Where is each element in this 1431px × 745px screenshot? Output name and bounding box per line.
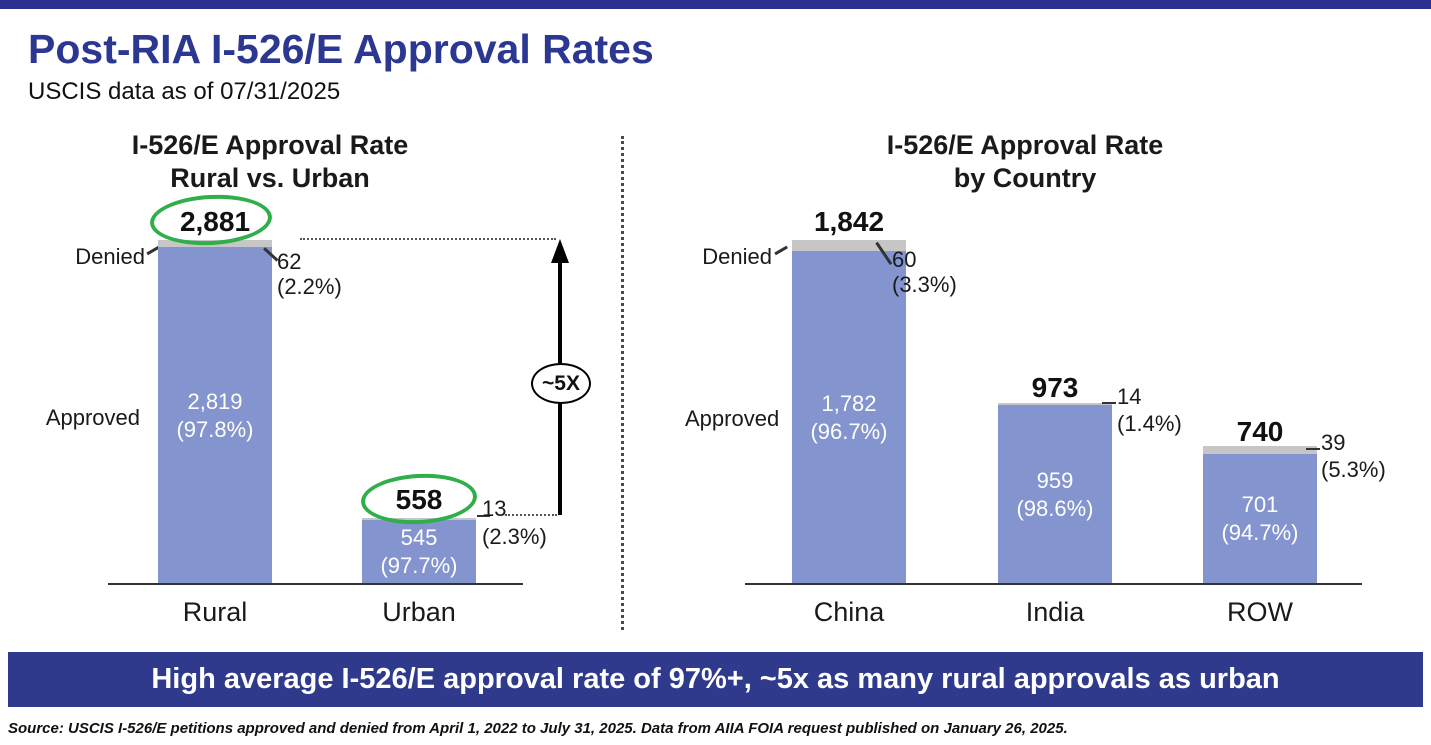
right-chart-title-line2: by Country	[953, 163, 1097, 193]
right-approved-label: Approved	[685, 406, 780, 431]
left-chart-title-line1: I-526/E Approval Rate	[131, 130, 409, 160]
india-denied-tick-line	[1102, 402, 1116, 404]
urban-total-label: 558	[395, 484, 443, 515]
rural-bar: 2,819 (97.8%)	[158, 240, 272, 585]
rural-denied-pct: (2.2%)	[277, 274, 342, 299]
category-label-row: ROW	[1227, 597, 1293, 627]
row-denied-pct: (5.3%)	[1321, 457, 1386, 482]
row-approved-pct: (94.7%)	[1221, 520, 1299, 546]
left-chart-title: I-526/E Approval Rate Rural vs. Urban	[70, 129, 470, 195]
row-approved-value: 701	[1241, 492, 1279, 518]
urban-denied-segment	[362, 518, 476, 520]
urban-level-dotted-line	[505, 514, 557, 516]
rural-denied-annotation: 62 (2.2%)	[277, 249, 342, 299]
rural-total-label: 2,881	[179, 206, 251, 237]
india-bar: 959 (98.6%)	[998, 402, 1112, 585]
china-approved-pct: (96.7%)	[810, 419, 888, 445]
urban-approved-pct: (97.7%)	[380, 553, 458, 579]
rural-denied-value: 62	[277, 249, 302, 274]
rural-approved-segment: 2,819 (97.8%)	[158, 247, 272, 585]
top-accent-bar	[0, 0, 1431, 9]
right-denied-label: Denied	[702, 244, 772, 269]
china-approved-value: 1,782	[821, 391, 877, 417]
urban-denied-annotation: 13 (2.3%)	[482, 496, 547, 549]
page-title: Post-RIA I-526/E Approval Rates	[28, 26, 654, 72]
page-subtitle: USCIS data as of 07/31/2025	[28, 78, 341, 105]
category-label-rural: Rural	[182, 597, 248, 627]
right-chart-title-line1: I-526/E Approval Rate	[886, 130, 1164, 160]
left-chart-title-line2: Rural vs. Urban	[170, 163, 370, 193]
row-denied-value: 39	[1321, 430, 1346, 455]
china-approved-segment: 1,782 (96.7%)	[792, 251, 906, 585]
urban-bar: 545 (97.7%)	[362, 518, 476, 585]
row-denied-annotation: 39 (5.3%)	[1321, 430, 1386, 482]
china-denied-segment	[792, 240, 906, 252]
source-note: Source: USCIS I-526/E petitions approved…	[8, 720, 1068, 737]
category-label-india: India	[1025, 597, 1085, 627]
urban-denied-value: 13	[482, 496, 507, 521]
urban-approved-segment: 545 (97.7%)	[362, 519, 476, 585]
row-bar: 701 (94.7%)	[1203, 446, 1317, 585]
india-denied-segment	[998, 402, 1112, 406]
rural-denied-segment	[158, 240, 272, 248]
india-total-label: 973	[1031, 372, 1079, 403]
india-denied-value: 14	[1117, 384, 1142, 409]
india-approved-value: 959	[1036, 468, 1074, 494]
row-approved-segment: 701 (94.7%)	[1203, 453, 1317, 585]
left-denied-label: Denied	[75, 244, 145, 269]
india-denied-annotation: 14 (1.4%)	[1117, 384, 1182, 436]
multiplier-badge: ~5X	[531, 363, 591, 404]
left-x-axis	[108, 583, 523, 585]
china-denied-annotation: 60 (3.3%)	[892, 247, 957, 297]
up-arrow-head	[551, 239, 569, 263]
row-denied-segment	[1203, 446, 1317, 454]
urban-approved-value: 545	[400, 525, 438, 551]
row-denied-tick-line	[1306, 448, 1320, 450]
china-total-label: 1,842	[813, 206, 885, 237]
india-denied-pct: (1.4%)	[1117, 411, 1182, 436]
urban-denied-pct: (2.3%)	[482, 524, 547, 549]
rural-level-dotted-line	[300, 238, 556, 240]
chart-divider	[621, 136, 624, 630]
india-approved-pct: (98.6%)	[1016, 496, 1094, 522]
rural-approved-value: 2,819	[187, 389, 243, 415]
urban-denied-tick-line	[477, 515, 490, 517]
rural-approved-pct: (97.8%)	[176, 417, 254, 443]
category-label-china: China	[813, 597, 885, 627]
left-approved-label: Approved	[45, 405, 140, 430]
right-x-axis	[745, 583, 1362, 585]
right-denied-tick-line	[774, 245, 788, 255]
category-label-urban: Urban	[382, 597, 456, 627]
china-denied-value: 60	[892, 247, 917, 272]
china-denied-pct: (3.3%)	[892, 272, 957, 297]
takeaway-banner: High average I-526/E approval rate of 97…	[8, 652, 1423, 707]
china-bar: 1,782 (96.7%)	[792, 240, 906, 585]
india-approved-segment: 959 (98.6%)	[998, 405, 1112, 585]
right-chart-title: I-526/E Approval Rate by Country	[825, 129, 1225, 195]
row-total-label: 740	[1236, 416, 1284, 447]
